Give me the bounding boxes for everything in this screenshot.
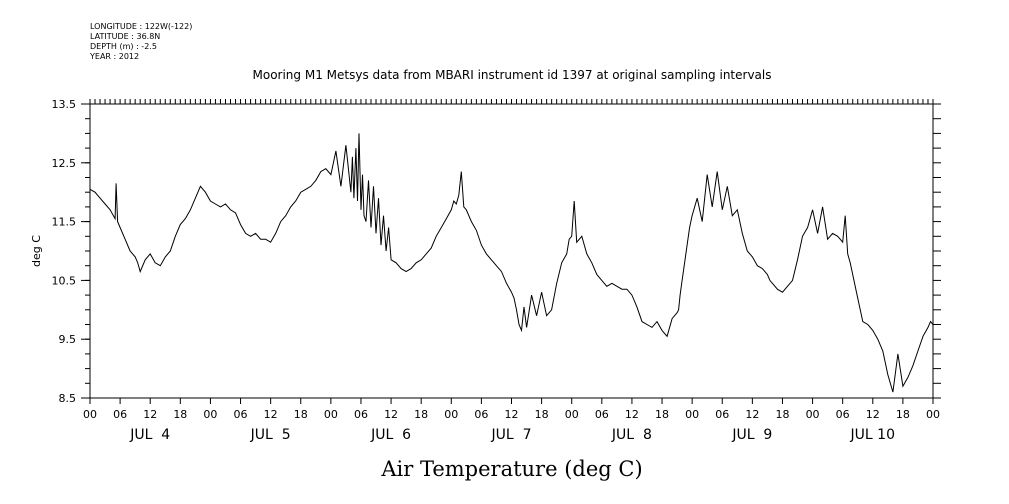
x-hour-label: 00 [324, 408, 338, 421]
x-hour-label: 00 [83, 408, 97, 421]
x-hour-label: 12 [505, 408, 519, 421]
y-tick-label: 12.5 [52, 157, 77, 170]
x-hour-label: 00 [203, 408, 217, 421]
x-hour-label: 00 [565, 408, 579, 421]
x-hour-label: 18 [896, 408, 910, 421]
longitude-label: LONGITUDE : 122W(-122) [90, 22, 192, 31]
y-axis-label: deg C [30, 235, 43, 267]
x-day-label: JUL 10 [850, 427, 895, 443]
x-hour-label: 00 [806, 408, 820, 421]
x-day-label: JUL 7 [491, 427, 532, 443]
x-hour-label: 06 [474, 408, 488, 421]
y-tick-label: 8.5 [59, 392, 77, 405]
x-hour-label: 12 [384, 408, 398, 421]
x-hour-label: 18 [775, 408, 789, 421]
x-hour-label: 18 [173, 408, 187, 421]
x-day-label: JUL 8 [611, 427, 652, 443]
y-tick-label: 10.5 [52, 274, 77, 287]
x-hour-label: 06 [354, 408, 368, 421]
x-hour-label: 12 [866, 408, 880, 421]
y-tick-label: 13.5 [52, 98, 77, 111]
x-hour-label: 12 [625, 408, 639, 421]
depth-label: DEPTH (m) : -2.5 [90, 42, 157, 51]
x-hour-label: 06 [836, 408, 850, 421]
plot-frame [89, 103, 934, 399]
x-day-label: JUL 4 [129, 427, 170, 443]
y-tick-label: 9.5 [59, 333, 77, 346]
x-hour-label: 18 [414, 408, 428, 421]
x-axis: 00 06 12 18 00 06 12 18 00 06 12 18 00 06 12 18 00 06 12 18… [83, 398, 940, 443]
x-hour-label: 12 [143, 408, 157, 421]
chart-title: Mooring M1 Metsys data from MBARI instru… [253, 68, 772, 82]
x-hour-label: 06 [113, 408, 127, 421]
x-hour-label: 00 [444, 408, 458, 421]
x-day-label: JUL 9 [731, 427, 772, 443]
x-hour-label: 12 [264, 408, 278, 421]
latitude-label: LATITUDE : 36.8N [90, 32, 160, 41]
x-hour-label: 06 [234, 408, 248, 421]
x-hour-label: 00 [926, 408, 940, 421]
x-day-label: JUL 6 [370, 427, 411, 443]
x-hour-label: 18 [294, 408, 308, 421]
x-hour-label: 18 [655, 408, 669, 421]
y-tick-label: 11.5 [52, 216, 77, 229]
x-hour-label: 00 [685, 408, 699, 421]
year-label: YEAR : 2012 [89, 52, 139, 61]
series-line-air-temperature [89, 133, 934, 393]
x-hour-label: 06 [595, 408, 609, 421]
minor-ticks [85, 99, 941, 399]
x-hour-label: 06 [715, 408, 729, 421]
x-day-label: JUL 5 [250, 427, 291, 443]
x-axis-title: Air Temperature (deg C) [380, 457, 642, 481]
x-hour-label: 18 [535, 408, 549, 421]
y-axis: 13.5 12.5 11.5 10.5 9.5 8.5 [52, 98, 90, 405]
x-hour-label: 12 [745, 408, 759, 421]
metadata-block: LONGITUDE : 122W(-122) LATITUDE : 36.8N … [89, 22, 192, 61]
